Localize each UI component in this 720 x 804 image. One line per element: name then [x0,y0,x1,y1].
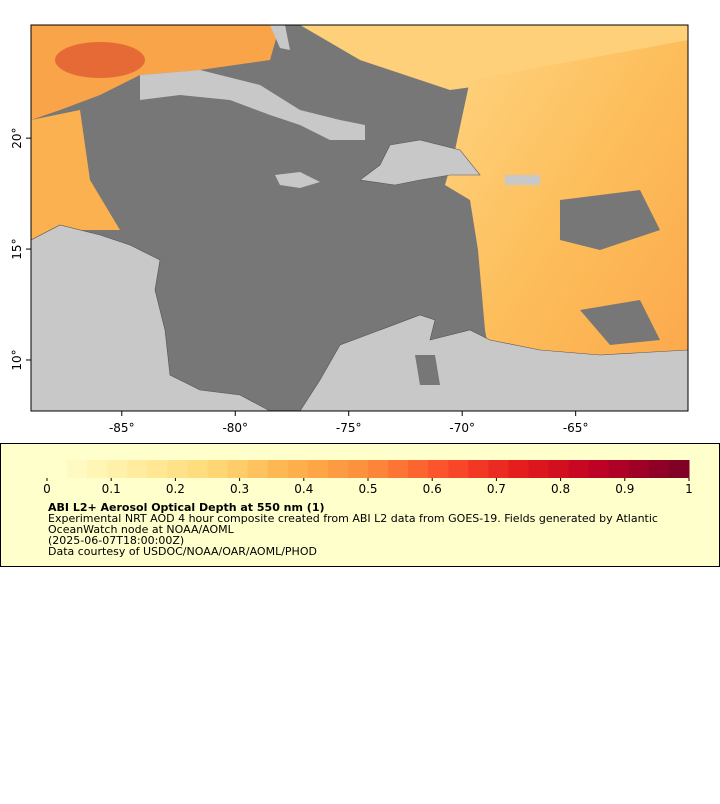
colorbar-cell [488,460,509,478]
colorbar-cell [307,460,329,478]
colorbar-cell [147,460,168,478]
legend-line: OceanWatch node at NOAA/AOML [48,523,235,536]
colorbar-cell [568,460,590,478]
map-frame [30,24,689,412]
colorbar-label: 0 [43,482,51,496]
colorbar-cell [608,460,630,478]
colorbar-cell [207,460,229,478]
colorbar-cell [508,460,529,478]
land-jamaica [275,172,320,188]
colorbar-label: 1 [685,482,693,496]
colorbar-label: 0.8 [551,482,570,496]
colorbar-cell [327,460,349,478]
land-cuba [140,70,365,140]
land-puerto-rico [505,175,540,185]
colorbar-label: 0.3 [230,482,249,496]
legend-line: Experimental NRT AOD 4 hour composite cr… [48,512,658,525]
legend-line: Data courtesy of USDOC/NOAA/OAR/AOML/PHO… [48,545,317,558]
colorbar-cell [528,460,550,478]
lon-label: -80° [222,421,248,435]
lake [415,355,440,385]
colorbar-cell [668,460,690,478]
land-south-america [299,314,688,411]
colorbar-cell [648,460,670,478]
lat-label: 15° [10,238,24,259]
colorbar-cell [47,460,68,478]
colorbar-cell [247,460,269,478]
colorbar-cell [388,460,409,478]
colorbar-cell [107,460,128,478]
colorbar-cell [368,460,389,478]
colorbar-cell [267,460,289,478]
lon-label: -70° [449,421,475,435]
colorbar-cell [287,460,309,478]
no-data [580,300,660,345]
colorbar-cell [87,460,108,478]
colorbar-label: 0.6 [423,482,442,496]
colorbar-cell [448,460,469,478]
colorbar-cell [347,460,369,478]
land-hispaniola [359,139,481,186]
lat-label: 10° [10,349,24,370]
land-florida [270,25,290,50]
map-area [31,25,688,411]
colorbar-label: 0.1 [102,482,121,496]
colorbar-cell [227,460,249,478]
legend-title: ABI L2+ Aerosol Optical Depth at 550 nm … [48,501,325,514]
lon-label: -85° [109,421,135,435]
lon-label: -75° [336,421,362,435]
no-data [560,190,660,250]
colorbar-cell [468,460,489,478]
lon-label: -65° [563,421,589,435]
colorbar-label: 0.4 [294,482,313,496]
colorbar-label: 0.7 [487,482,506,496]
colorbar-cell [548,460,570,478]
lat-label: 20° [10,127,24,148]
colorbar-cell [588,460,610,478]
land-central-america [31,224,271,411]
colorbar-label: 0.5 [358,482,377,496]
colorbar-cell [127,460,148,478]
colorbar-cell [187,460,208,478]
aerosol-w [31,110,120,240]
colorbar-cell [167,460,188,478]
aerosol-high [55,42,145,78]
colorbar-label: 0.9 [615,482,634,496]
colorbar-cell [67,460,88,478]
colorbar-label: 0.2 [166,482,185,496]
colorbar-cell [428,460,449,478]
legend-line: (2025-06-07T18:00:00Z) [48,534,184,547]
colorbar-cell [408,460,429,478]
colorbar-cell [628,460,650,478]
